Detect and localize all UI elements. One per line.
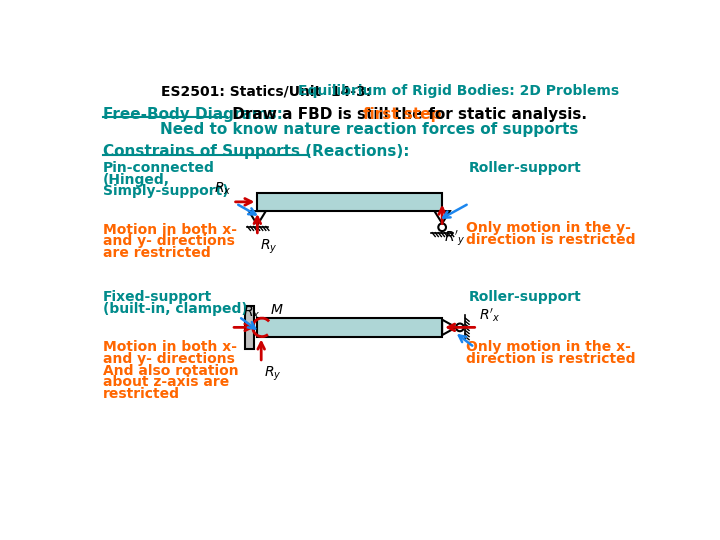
Text: restricted: restricted [102,387,179,401]
Text: $R_x$: $R_x$ [243,305,261,321]
Text: about z-axis are: about z-axis are [102,375,229,389]
Text: $M$: $M$ [270,303,283,318]
Text: Only motion in the x-: Only motion in the x- [466,340,631,354]
Text: and y- directions: and y- directions [102,352,235,366]
Text: Need to know nature reaction forces of supports: Need to know nature reaction forces of s… [160,122,578,137]
Text: Fixed-support: Fixed-support [102,291,212,305]
Text: Simply-support): Simply-support) [102,184,228,198]
Circle shape [456,323,464,331]
Text: Constrains of Supports (Reactions):: Constrains of Supports (Reactions): [102,144,409,159]
Bar [257,193,442,211]
Text: Equilibrium of Rigid Bodies: 2D Problems: Equilibrium of Rigid Bodies: 2D Problems [298,84,619,98]
Text: $R_x$: $R_x$ [214,181,231,197]
Text: $R'_x$: $R'_x$ [479,306,500,323]
Bar [257,318,442,336]
Text: $R'_y$: $R'_y$ [444,228,466,247]
Text: Pin-connected: Pin-connected [102,161,215,175]
Text: Motion in both x-: Motion in both x- [102,340,237,354]
Text: are restricted: are restricted [102,246,210,260]
Text: Free-Body Diagrams:: Free-Body Diagrams: [102,107,282,122]
Text: Motion in both x-: Motion in both x- [102,222,237,237]
Text: direction is restricted: direction is restricted [466,233,636,247]
Text: first step: first step [363,107,441,122]
Text: $R_y$: $R_y$ [264,364,281,383]
Polygon shape [434,211,450,224]
Text: Roller-support: Roller-support [469,291,582,305]
Text: And also rotation: And also rotation [102,363,238,377]
Text: $R_y$: $R_y$ [260,237,277,255]
Text: ES2501: Statics/Unit  14-3:: ES2501: Statics/Unit 14-3: [161,84,372,98]
Text: and y- directions: and y- directions [102,234,235,248]
Text: Only motion in the y-: Only motion in the y- [466,221,631,235]
Bar [245,306,254,349]
Text: Draw a FBD is still the: Draw a FBD is still the [228,107,428,122]
Text: (Hinged,: (Hinged, [102,173,170,187]
Text: Roller-support: Roller-support [469,161,582,175]
Text: direction is restricted: direction is restricted [466,352,636,366]
Polygon shape [249,211,266,225]
Circle shape [438,224,446,231]
Text: for static analysis.: for static analysis. [423,107,587,122]
Polygon shape [442,320,456,335]
Text: (built-in, clamped): (built-in, clamped) [102,302,248,316]
